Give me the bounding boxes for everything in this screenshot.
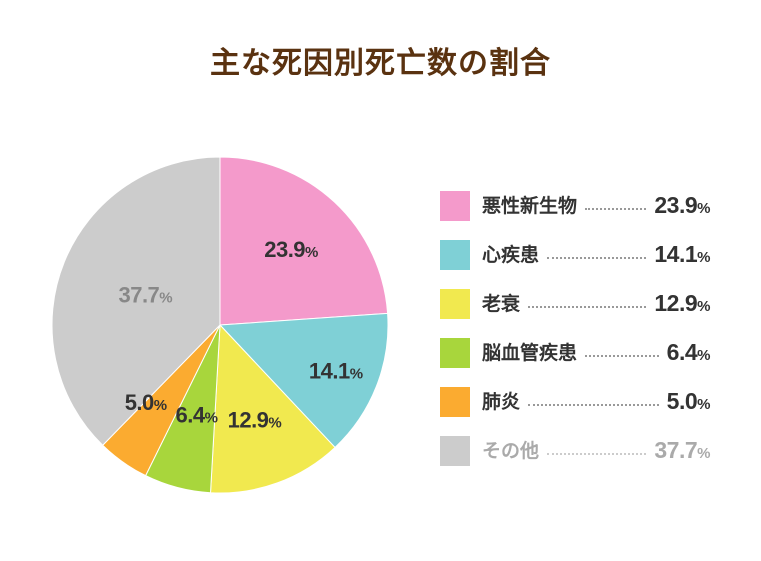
legend-value: 12.9% [654, 290, 710, 316]
legend-swatch [440, 191, 470, 221]
legend-item: 肺炎 5.0% [440, 384, 730, 433]
slice-value-label: 37.7% [118, 283, 172, 308]
legend-swatch [440, 240, 470, 270]
legend-swatch [440, 387, 470, 417]
slice-value-label: 12.9% [228, 408, 282, 433]
legend-leader-dots [585, 208, 646, 210]
legend-label: 肺炎 [482, 391, 521, 413]
legend-value: 23.9% [654, 192, 710, 218]
legend: 悪性新生物 23.9% 心疾患 14.1% 老衰 12.9% 脳血管疾患 6.4% 肺炎 5.0%… [440, 188, 730, 482]
legend-swatch [440, 338, 470, 368]
legend-leader-dots [585, 355, 659, 357]
legend-item: 心疾患 14.1% [440, 237, 730, 286]
slice-value-label: 5.0% [125, 390, 167, 415]
legend-value: 5.0% [666, 388, 711, 414]
slice-value-label: 14.1% [309, 358, 363, 383]
legend-item: 悪性新生物 23.9% [440, 188, 730, 237]
legend-label: 脳血管疾患 [482, 342, 578, 364]
pie-slice [219, 156, 389, 326]
legend-label: その他 [482, 440, 540, 462]
legend-leader-dots [528, 306, 646, 308]
legend-swatch [440, 436, 470, 466]
legend-leader-dots [547, 257, 646, 259]
legend-leader-dots [528, 404, 659, 406]
legend-item: 脳血管疾患 6.4% [440, 335, 730, 384]
legend-value: 37.7% [654, 437, 710, 463]
legend-label: 悪性新生物 [482, 195, 578, 217]
legend-leader-dots [547, 453, 646, 455]
legend-item: その他 37.7% [440, 433, 730, 482]
legend-value: 6.4% [666, 339, 711, 365]
pie-slice [209, 323, 336, 494]
chart-title: 主な死因別死亡数の割合 [210, 46, 551, 81]
pie-slice [51, 156, 221, 446]
legend-value: 14.1% [654, 241, 710, 267]
legend-item: 老衰 12.9% [440, 286, 730, 335]
legend-label: 心疾患 [482, 244, 540, 266]
legend-label: 老衰 [482, 293, 521, 315]
slice-value-label: 6.4% [175, 402, 217, 427]
legend-swatch [440, 289, 470, 319]
slice-value-label: 23.9% [264, 237, 318, 262]
pie-slice [218, 312, 389, 449]
